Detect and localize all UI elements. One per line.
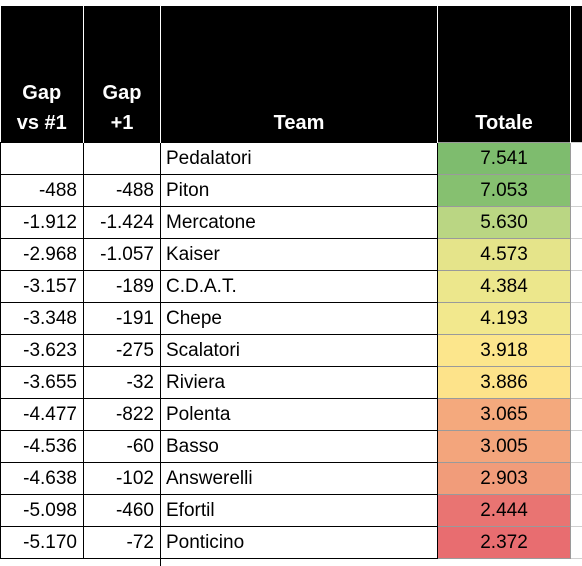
gap-prev-cell[interactable]: -488 xyxy=(83,174,161,207)
table-row: -2.968 -1.057 Kaiser 4.573 xyxy=(0,238,582,271)
team-cell[interactable]: Ponticino xyxy=(160,526,438,559)
extra-cell[interactable] xyxy=(570,430,582,463)
extra-cell[interactable] xyxy=(570,270,582,303)
gap-vs-first-cell[interactable]: -4.536 xyxy=(0,430,84,463)
team-cell[interactable]: Kaiser xyxy=(160,238,438,271)
gap-prev-cell[interactable] xyxy=(83,142,161,175)
gap-vs-first-cell[interactable]: -4.638 xyxy=(0,462,84,495)
extra-cell[interactable] xyxy=(570,238,582,271)
team-cell[interactable]: Answerelli xyxy=(160,462,438,495)
header-team-label: Team xyxy=(273,112,325,134)
standings-table: Gap vs #1 Gap +1 Team Totale xyxy=(0,6,582,559)
total-cell[interactable]: 5.630 xyxy=(437,206,571,239)
team-cell[interactable]: Chepe xyxy=(160,302,438,335)
extra-cell[interactable] xyxy=(570,206,582,239)
header-gap-vs-first-line2: vs #1 xyxy=(16,112,67,134)
gap-vs-first-cell[interactable]: -3.348 xyxy=(0,302,84,335)
table-row: -3.157 -189 C.D.A.T. 4.384 xyxy=(0,270,582,303)
gap-vs-first-cell[interactable]: -4.477 xyxy=(0,398,84,431)
total-cell[interactable]: 2.372 xyxy=(437,526,571,559)
extra-cell[interactable] xyxy=(570,174,582,207)
team-cell[interactable]: Piton xyxy=(160,174,438,207)
table-row: Pedalatori 7.541 xyxy=(0,142,582,175)
header-gap-vs-first-line1: Gap xyxy=(22,82,62,104)
team-cell[interactable]: C.D.A.T. xyxy=(160,270,438,303)
table-row: -3.348 -191 Chepe 4.193 xyxy=(0,302,582,335)
total-cell[interactable]: 7.541 xyxy=(437,142,571,175)
table-row: -4.477 -822 Polenta 3.065 xyxy=(0,398,582,431)
team-cell[interactable]: Riviera xyxy=(160,366,438,399)
gap-vs-first-cell[interactable]: -3.157 xyxy=(0,270,84,303)
header-row: Gap vs #1 Gap +1 Team Totale xyxy=(0,6,582,143)
total-cell[interactable]: 4.193 xyxy=(437,302,571,335)
gap-prev-cell[interactable]: -102 xyxy=(83,462,161,495)
extra-cell[interactable] xyxy=(570,142,582,175)
table-row: -5.098 -460 Efortil 2.444 xyxy=(0,494,582,527)
total-cell[interactable]: 4.384 xyxy=(437,270,571,303)
table-row: -488 -488 Piton 7.053 xyxy=(0,174,582,207)
gap-prev-cell[interactable]: -275 xyxy=(83,334,161,367)
extra-cell[interactable] xyxy=(570,334,582,367)
gap-prev-cell[interactable]: -191 xyxy=(83,302,161,335)
header-gap-prev[interactable]: Gap +1 xyxy=(83,6,161,143)
total-cell[interactable]: 3.918 xyxy=(437,334,571,367)
extra-cell[interactable] xyxy=(570,302,582,335)
gap-vs-first-cell[interactable]: -2.968 xyxy=(0,238,84,271)
gap-vs-first-cell[interactable] xyxy=(0,142,84,175)
extra-cell[interactable] xyxy=(570,494,582,527)
total-cell[interactable]: 3.005 xyxy=(437,430,571,463)
gridline-below-table xyxy=(160,554,161,566)
total-cell[interactable]: 3.065 xyxy=(437,398,571,431)
extra-cell[interactable] xyxy=(570,366,582,399)
gap-prev-cell[interactable]: -460 xyxy=(83,494,161,527)
total-cell[interactable]: 2.444 xyxy=(437,494,571,527)
standings-body: Pedalatori 7.541 -488 -488 Piton 7.053 -… xyxy=(0,142,582,559)
gap-vs-first-cell[interactable]: -3.623 xyxy=(0,334,84,367)
team-cell[interactable]: Basso xyxy=(160,430,438,463)
header-total[interactable]: Totale xyxy=(437,6,571,143)
extra-cell[interactable] xyxy=(570,462,582,495)
extra-cell[interactable] xyxy=(570,398,582,431)
total-cell[interactable]: 2.903 xyxy=(437,462,571,495)
header-team[interactable]: Team xyxy=(160,6,438,143)
table-row: -5.170 -72 Ponticino 2.372 xyxy=(0,526,582,559)
gap-prev-cell[interactable]: -60 xyxy=(83,430,161,463)
header-gap-prev-line2: +1 xyxy=(110,112,134,134)
gap-prev-cell[interactable]: -189 xyxy=(83,270,161,303)
gap-vs-first-cell[interactable]: -5.098 xyxy=(0,494,84,527)
table-row: -3.623 -275 Scalatori 3.918 xyxy=(0,334,582,367)
table-row: -4.638 -102 Answerelli 2.903 xyxy=(0,462,582,495)
header-gap-prev-line1: Gap xyxy=(102,82,142,104)
gap-vs-first-cell[interactable]: -1.912 xyxy=(0,206,84,239)
gap-prev-cell[interactable]: -1.424 xyxy=(83,206,161,239)
header-gap-vs-first[interactable]: Gap vs #1 xyxy=(0,6,84,143)
gap-prev-cell[interactable]: -32 xyxy=(83,366,161,399)
table-row: -4.536 -60 Basso 3.005 xyxy=(0,430,582,463)
team-cell[interactable]: Mercatone xyxy=(160,206,438,239)
gap-vs-first-cell[interactable]: -3.655 xyxy=(0,366,84,399)
gap-vs-first-cell[interactable]: -488 xyxy=(0,174,84,207)
total-cell[interactable]: 4.573 xyxy=(437,238,571,271)
gap-prev-cell[interactable]: -72 xyxy=(83,526,161,559)
extra-cell[interactable] xyxy=(570,526,582,559)
total-cell[interactable]: 3.886 xyxy=(437,366,571,399)
team-cell[interactable]: Efortil xyxy=(160,494,438,527)
gap-prev-cell[interactable]: -1.057 xyxy=(83,238,161,271)
team-cell[interactable]: Polenta xyxy=(160,398,438,431)
header-extra-column[interactable] xyxy=(570,6,582,143)
team-cell[interactable]: Pedalatori xyxy=(160,142,438,175)
gap-vs-first-cell[interactable]: -5.170 xyxy=(0,526,84,559)
spreadsheet: Gap vs #1 Gap +1 Team Totale xyxy=(0,6,582,559)
table-row: -3.655 -32 Riviera 3.886 xyxy=(0,366,582,399)
total-cell[interactable]: 7.053 xyxy=(437,174,571,207)
team-cell[interactable]: Scalatori xyxy=(160,334,438,367)
header-total-label: Totale xyxy=(475,112,533,134)
table-row: -1.912 -1.424 Mercatone 5.630 xyxy=(0,206,582,239)
gap-prev-cell[interactable]: -822 xyxy=(83,398,161,431)
